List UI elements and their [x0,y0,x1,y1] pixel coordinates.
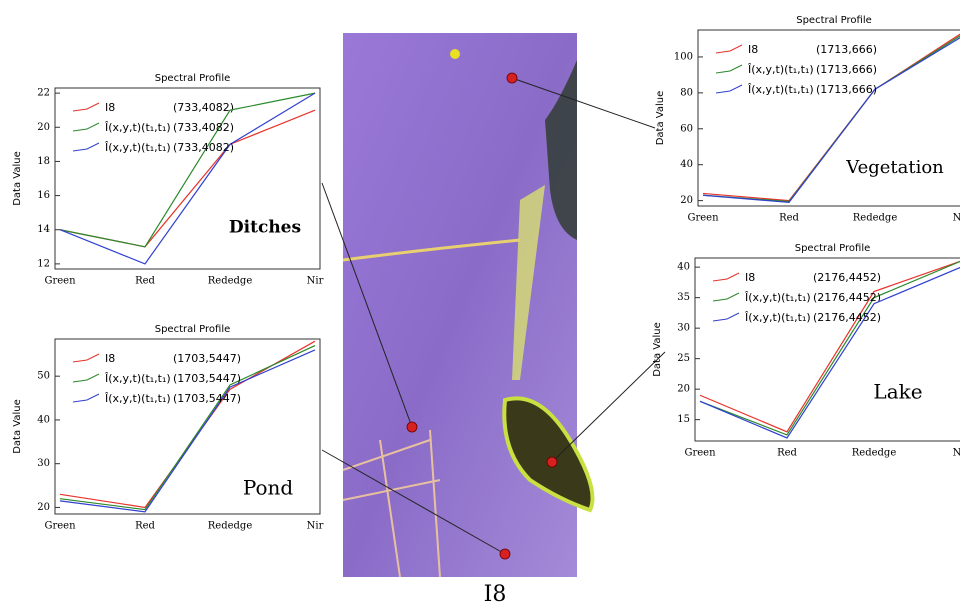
annotation: Ditches [229,218,301,238]
x-tick-label: Green [44,521,76,532]
y-tick-label: 15 [677,414,690,425]
legend-label: I8 [748,43,758,56]
legend-point: (2176,4452) [813,311,881,324]
y-tick-label: 20 [680,195,693,206]
legend-swatch [73,143,99,151]
legend-label: I8 [745,271,755,284]
y-tick-label: 35 [677,292,690,303]
legend-swatch [73,354,99,362]
legend-label: Î(x,y,t)(t₁,t₁) [744,311,811,324]
y-axis-label: Data Value [12,399,23,454]
series-line [700,261,960,435]
x-tick-label: Nir [307,276,324,287]
figure: I8 Spectral Profile Data Value 12 14 16 18 20 2… [0,0,960,607]
y-tick-label: 22 [37,88,50,99]
y-tick-label: 12 [37,258,50,269]
legend-point: (1703,5447) [173,372,241,385]
legend-point: (1703,5447) [173,392,241,405]
x-tick-label: Red [779,213,799,224]
x-tick-label: Rededge [208,521,253,532]
x-tick-label: Rededge [852,448,897,459]
y-tick-label: 50 [37,371,50,382]
legend-point: (733,4082) [173,141,234,154]
plot-frame [695,258,960,441]
y-tick-label: 40 [677,262,690,273]
x-tick-label: Green [44,276,76,287]
line-chart: Spectral Profile Data Value 15 20 25 30 35 40 Gr… [652,243,960,459]
line-chart: Spectral Profile Data Value 20 40 60 80 100 Gre… [655,15,960,224]
x-tick-label: Green [684,448,716,459]
y-tick-label: 40 [37,414,50,425]
y-axis-label: Data Value [655,91,666,146]
legend-swatch [73,123,99,131]
legend-swatch [73,103,99,111]
chart-title: Spectral Profile [155,73,231,84]
y-tick-label: 25 [677,353,690,364]
satellite-image [343,33,593,577]
legend-swatch [716,85,742,93]
y-tick-label: 40 [680,159,693,170]
plot-frame [698,30,960,206]
x-tick-label: Nir [953,448,960,459]
legend-label: Î(x,y,t)(t₁,t₁) [104,392,171,405]
legend-swatch [716,65,742,73]
legend-swatch [713,293,739,301]
legend-label: Î(x,y,t)(t₁,t₁) [104,141,171,154]
y-tick-label: 20 [677,384,690,395]
legend-swatch [713,313,739,321]
legend-swatch [73,374,99,382]
legend-point: (1713,666) [816,43,877,56]
legend-label: I8 [105,352,115,365]
legend-label: Î(x,y,t)(t₁,t₁) [104,121,171,134]
chart-title: Spectral Profile [796,15,872,26]
legend-point: (2176,4452) [813,271,881,284]
y-tick-label: 60 [680,123,693,134]
y-tick-label: 80 [680,87,693,98]
legend-label: Î(x,y,t)(t₁,t₁) [747,63,814,76]
annotation: Vegetation [845,157,944,178]
x-tick-label: Rededge [208,276,253,287]
legend-point: (733,4082) [173,101,234,114]
legend-label: Î(x,y,t)(t₁,t₁) [104,372,171,385]
legend-label: Î(x,y,t)(t₁,t₁) [747,83,814,96]
line-chart: Spectral Profile Data Value 20 30 40 50 Green R… [12,324,324,532]
y-tick-label: 20 [37,122,50,133]
y-tick-label: 14 [37,224,50,235]
line-chart: Spectral Profile Data Value 12 14 16 18 20 22 Gr… [12,73,324,287]
image-caption: I8 [484,582,507,607]
y-tick-label: 100 [674,51,693,62]
legend-swatch [716,45,742,53]
x-tick-label: Red [135,521,155,532]
chart-title: Spectral Profile [155,324,231,335]
legend-swatch [73,394,99,402]
y-axis-label: Data Value [12,151,23,206]
y-tick-label: 30 [677,323,690,334]
x-tick-label: Nir [307,521,324,532]
legend-point: (2176,4452) [813,291,881,304]
y-tick-label: 16 [37,190,50,201]
legend-label: Î(x,y,t)(t₁,t₁) [744,291,811,304]
legend-point: (1713,666) [816,63,877,76]
legend-label: I8 [105,101,115,114]
legend-point: (1713,666) [816,83,877,96]
legend-point: (733,4082) [173,121,234,134]
x-tick-label: Rededge [853,213,898,224]
y-tick-label: 20 [37,502,50,513]
legend-swatch [713,273,739,281]
series-line [700,261,960,432]
x-tick-label: Red [777,448,797,459]
x-tick-label: Nir [953,213,960,224]
y-axis-label: Data Value [652,322,663,377]
legend-point: (1703,5447) [173,352,241,365]
y-tick-label: 18 [37,156,50,167]
annotation: Lake [873,380,922,404]
x-tick-label: Green [687,213,719,224]
x-tick-label: Red [135,276,155,287]
chart-title: Spectral Profile [795,243,871,254]
y-tick-label: 30 [37,458,50,469]
annotation: Pond [243,476,294,500]
